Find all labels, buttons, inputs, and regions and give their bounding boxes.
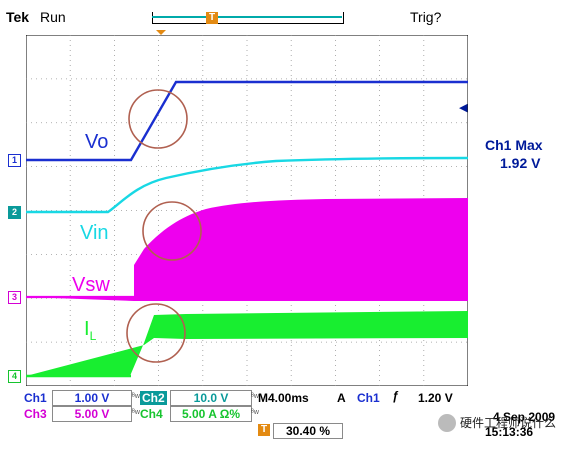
ch3-ground-marker[interactable]: 3: [8, 291, 21, 304]
trigger-position-icon[interactable]: T: [206, 12, 218, 24]
time-label: 15:13:36: [485, 425, 534, 439]
ch4-scale-value[interactable]: 5.00 A Ω%: [170, 406, 252, 422]
ch2-bw-icon: ᴮw: [251, 393, 259, 400]
ch4-scale-label[interactable]: Ch4: [140, 407, 163, 421]
trigger-slope-icon[interactable]: ƒ: [392, 389, 399, 403]
ch4-trace: [26, 311, 468, 376]
ch1-scale-value[interactable]: 1.00 V: [52, 390, 132, 406]
ch3-bw-icon: ᴮw: [132, 409, 140, 416]
trigger-level[interactable]: 1.20 V: [418, 391, 453, 405]
ch4-bw-icon: ᴮw: [251, 409, 259, 416]
vin-label: Vin: [80, 222, 109, 244]
ch1-ground-marker[interactable]: 1: [8, 154, 21, 167]
trigger-source[interactable]: Ch1: [357, 391, 380, 405]
ch1-reference-arrow-icon[interactable]: ◀: [459, 102, 468, 114]
ch2-scale-label[interactable]: Ch2: [140, 391, 167, 405]
measurement-value: 1.92 V: [500, 155, 541, 171]
watermark-text: 硬件工程师说什么: [460, 416, 557, 430]
date-label: 4 Sep 2009: [493, 410, 556, 424]
annotation-circle-vin: [142, 201, 202, 261]
ch2-trace: [26, 156, 469, 214]
vsw-label: Vsw: [72, 274, 110, 296]
trigger-position-value[interactable]: 30.40 %: [273, 423, 343, 439]
trigger-state-label: Trig?: [410, 9, 442, 25]
annotation-circle-il: [126, 303, 186, 363]
top-status-bar: Tek Run T Trig?: [0, 0, 588, 28]
wechat-logo-icon: [438, 414, 456, 432]
ch4-ground-marker[interactable]: 4: [8, 370, 21, 383]
ch2-scale-value[interactable]: 10.0 V: [170, 390, 252, 406]
annotation-circle-vo: [128, 89, 188, 149]
ch3-scale-value[interactable]: 5.00 V: [52, 406, 132, 422]
record-bar: [152, 12, 344, 24]
record-window-line: [152, 16, 342, 18]
ch1-bw-icon: ᴮw: [132, 393, 140, 400]
ch3-trace: [26, 198, 468, 301]
measurement-label: Ch1 Max: [485, 137, 543, 153]
il-label: IL: [84, 318, 97, 343]
run-state-label: Run: [40, 9, 66, 25]
timebase-prefix: M: [258, 391, 268, 405]
brand-label: Tek: [6, 9, 30, 25]
ch1-trace: [26, 80, 468, 162]
trigger-position-marker-icon[interactable]: T: [258, 424, 270, 436]
ch1-scale-label[interactable]: Ch1: [24, 391, 47, 405]
graticule: [25, 34, 469, 387]
waveform-display[interactable]: [25, 34, 469, 387]
vo-label: Vo: [85, 131, 109, 153]
ch3-scale-label[interactable]: Ch3: [24, 407, 47, 421]
ch2-ground-marker[interactable]: 2: [8, 206, 21, 219]
trigger-mode: A: [337, 391, 346, 405]
timebase-value[interactable]: 4.00ms: [268, 391, 309, 405]
